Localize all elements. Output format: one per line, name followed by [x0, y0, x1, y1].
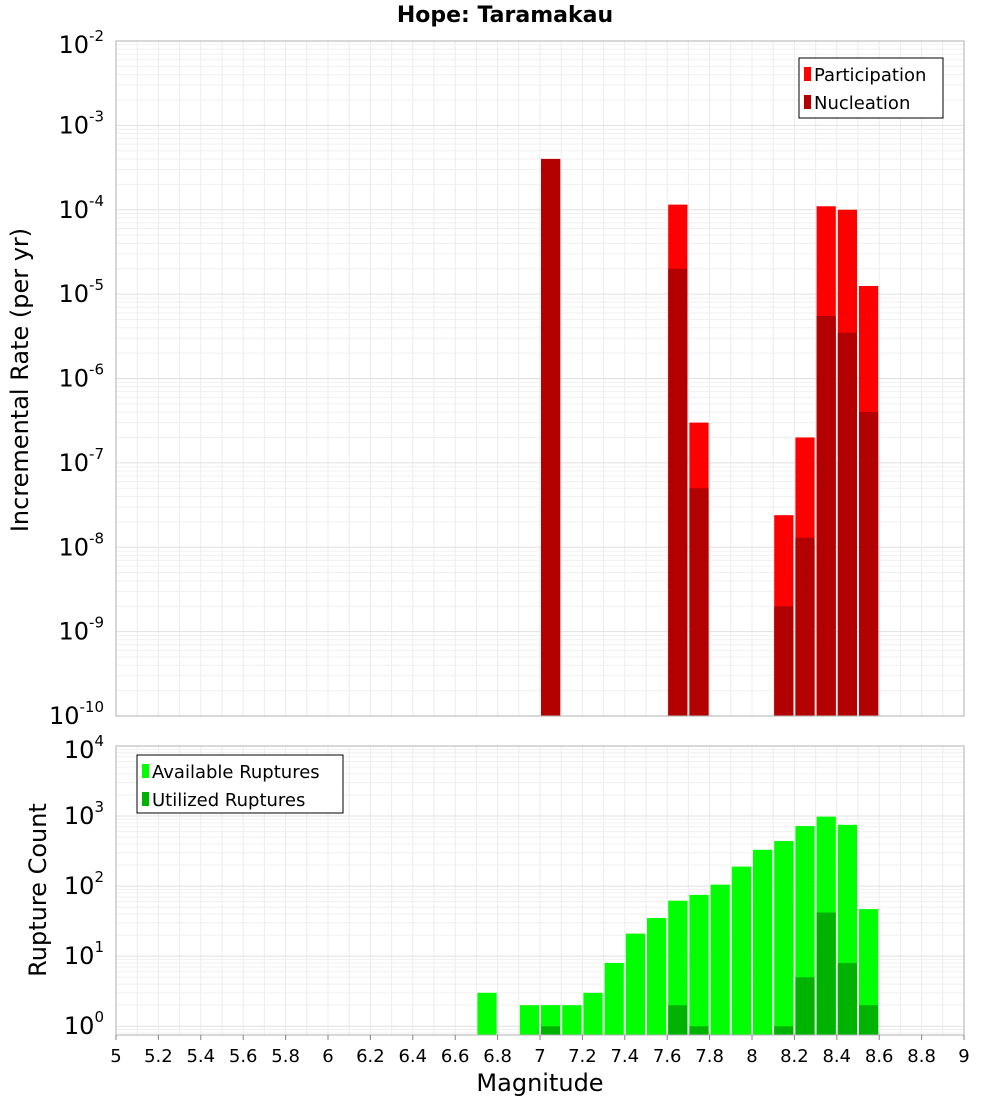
- rate-y-tick-label: 10-5: [58, 276, 104, 308]
- count-legend: Available Ruptures Utilized Ruptures: [136, 754, 344, 814]
- count-legend-label: Available Ruptures: [152, 762, 320, 783]
- x-tick-label: 8: [746, 1046, 757, 1067]
- count-bar: [753, 849, 773, 1035]
- rate-y-tick-label: 10-10: [49, 698, 104, 730]
- count-bar: [816, 912, 836, 1035]
- count-legend-label: Utilized Ruptures: [152, 790, 305, 811]
- rate-series-nucleation: [541, 158, 879, 717]
- count-bar: [625, 933, 645, 1035]
- x-tick-label: 5.8: [271, 1046, 300, 1067]
- x-tick-label: 7: [534, 1046, 545, 1067]
- count-bar: [859, 1005, 879, 1035]
- count-bar: [519, 1005, 539, 1035]
- rate-y-tick-label: 10-4: [58, 192, 104, 224]
- x-axis-title: Magnitude: [476, 1069, 603, 1097]
- x-tick-label: 6.2: [356, 1046, 385, 1067]
- rate-bar: [795, 537, 815, 716]
- rate-y-tick-label: 10-2: [58, 27, 104, 59]
- x-tick-label: 8.6: [865, 1046, 894, 1067]
- count-bar: [562, 1005, 582, 1035]
- rate-grid: [115, 41, 965, 717]
- rate-legend-box: [798, 57, 944, 119]
- count-bar: [541, 1026, 561, 1035]
- x-tick-label: 7.4: [610, 1046, 639, 1067]
- x-tick-label: 6: [322, 1046, 333, 1067]
- rate-bar: [541, 158, 561, 717]
- x-tick-label: 5.4: [186, 1046, 215, 1067]
- rate-y-tick-label: 10-7: [58, 445, 104, 477]
- rupture-count-panel: 100 101 102 103 104 5 5.2 5.4 5.6 5.8 6 6.2 6.4 6.6 6.…: [64, 732, 970, 1067]
- bottom-y-axis-title: Rupture Count: [24, 803, 52, 977]
- count-bar: [668, 900, 688, 1035]
- count-bar: [477, 992, 497, 1035]
- count-legend-swatch: [142, 792, 149, 806]
- x-tick-label: 8.2: [780, 1046, 809, 1067]
- x-tick-label: 8.8: [907, 1046, 936, 1067]
- count-bar: [647, 918, 667, 1035]
- count-y-tick-label: 104: [64, 732, 104, 764]
- count-y-tick-label: 103: [64, 798, 104, 830]
- rate-legend-label: Participation: [814, 65, 926, 86]
- x-tick-label: 9: [958, 1046, 969, 1067]
- rate-bar: [837, 332, 857, 716]
- count-bar: [837, 962, 857, 1035]
- count-bar: [774, 841, 794, 1035]
- rate-plot-frame: [115, 40, 965, 717]
- x-tick-label: 7.2: [568, 1046, 597, 1067]
- count-bar: [774, 1026, 794, 1035]
- rate-bar: [689, 488, 709, 716]
- count-bar: [604, 962, 624, 1035]
- count-y-tick-label: 101: [64, 938, 104, 970]
- count-legend-box: [136, 754, 344, 814]
- rate-y-tick-label: 10-6: [58, 361, 104, 393]
- x-tick-label: 5.2: [144, 1046, 173, 1067]
- x-tick-label: 5: [110, 1046, 121, 1067]
- count-bar: [583, 992, 603, 1035]
- count-bar: [689, 1026, 709, 1035]
- rate-legend-swatch: [804, 67, 811, 81]
- count-bar: [689, 894, 709, 1035]
- x-tick-label: 6.8: [483, 1046, 512, 1067]
- rate-y-tick-label: 10-3: [58, 107, 104, 139]
- count-series-available-ruptures: [477, 816, 879, 1035]
- rate-bar: [859, 412, 879, 716]
- top-y-axis-title: Incremental Rate (per yr): [6, 228, 34, 532]
- rate-y-tick-label: 10-9: [58, 614, 104, 646]
- count-y-tick-label: 100: [64, 1008, 104, 1040]
- x-tick-label: 7.6: [653, 1046, 682, 1067]
- count-bar: [859, 909, 879, 1035]
- rate-legend-label: Nucleation: [814, 93, 910, 114]
- rate-bar: [774, 606, 794, 716]
- rate-legend-swatch: [804, 95, 811, 109]
- incremental-rate-panel: 10-10 10-9 10-8 10-7 10-6 10-5 10-4 10-3 10-2 Par…: [49, 27, 965, 730]
- count-bar: [731, 866, 751, 1035]
- rate-legend: Participation Nucleation: [798, 57, 944, 119]
- count-y-tick-label: 102: [64, 868, 104, 900]
- count-legend-swatch: [142, 764, 149, 778]
- count-bar: [668, 1005, 688, 1035]
- x-tick-label: 6.6: [441, 1046, 470, 1067]
- x-tick-label: 5.6: [229, 1046, 258, 1067]
- rate-bar: [668, 268, 688, 716]
- x-tick-label: 8.4: [822, 1046, 851, 1067]
- x-tick-label: 6.4: [398, 1046, 427, 1067]
- chart-title: Hope: Taramakau: [397, 3, 613, 28]
- x-tick-label: 7.8: [695, 1046, 724, 1067]
- rate-bar: [816, 316, 836, 716]
- count-bar: [710, 884, 730, 1035]
- rate-y-tick-label: 10-8: [58, 529, 104, 561]
- count-series-utilized-ruptures: [541, 912, 879, 1035]
- count-bar: [795, 977, 815, 1035]
